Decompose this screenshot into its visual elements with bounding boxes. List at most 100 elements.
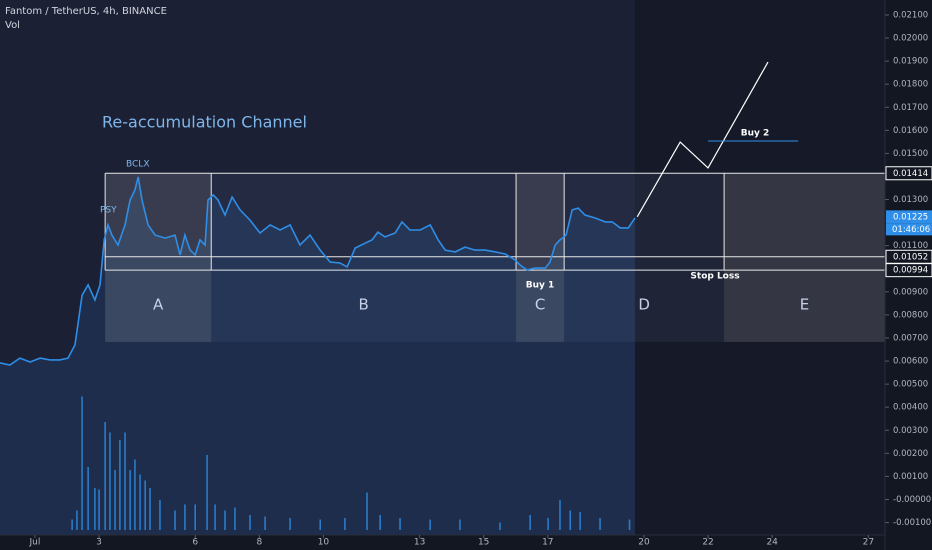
x-tick-label: 17	[542, 538, 553, 548]
volume-bar	[76, 510, 78, 530]
volume-bar	[399, 518, 401, 530]
y-tick-label: 0.01100	[893, 241, 928, 251]
x-tick-label: 15	[478, 538, 489, 548]
volume-bar	[547, 518, 549, 530]
volume-bar	[214, 504, 216, 530]
countdown-bg	[886, 223, 932, 236]
price-tag	[886, 210, 932, 224]
volume-bar	[366, 492, 368, 530]
y-tick-label: 0.00600	[893, 357, 928, 367]
y-tick-label: 0.01700	[893, 103, 928, 113]
price-tag-label: 0.01225	[893, 212, 928, 222]
volume-bar	[319, 519, 322, 530]
volume-bar	[569, 510, 572, 530]
projection-line	[636, 61, 769, 218]
volume-bar	[119, 440, 121, 530]
y-tick-label: 0.02000	[893, 34, 928, 44]
volume-bar	[81, 396, 83, 530]
volume-bar	[87, 467, 89, 530]
y-tick-label: 0.01300	[893, 195, 928, 205]
volume-bar	[174, 510, 176, 530]
price-tag-label: 0.01052	[893, 252, 928, 262]
volume-bar	[249, 515, 251, 530]
volume-bar	[194, 504, 197, 530]
price-tag-label: 0.00994	[893, 266, 928, 276]
volume-bar	[579, 512, 581, 530]
volume-bar	[124, 432, 126, 530]
zone-label: A	[153, 296, 164, 314]
y-tick-label: 0.00700	[893, 333, 928, 343]
y-tick-label: 0.00400	[893, 403, 928, 413]
price-area	[0, 176, 635, 535]
x-tick-label: Jul	[29, 538, 41, 548]
y-tick-label: 0.00500	[893, 380, 928, 390]
volume-bar	[224, 510, 226, 530]
volume-bar	[379, 515, 381, 530]
volume-bar	[98, 489, 100, 530]
zone-label: D	[638, 296, 650, 314]
x-tick-label: 8	[256, 538, 262, 548]
volume-bar	[149, 488, 151, 530]
x-tick-label: 22	[702, 538, 713, 548]
future-region	[634, 0, 885, 535]
volume-bar	[104, 422, 106, 530]
y-tick-label: 0.01900	[893, 57, 928, 67]
volume-bar	[234, 507, 236, 530]
y-tick-label: -0.00100	[893, 518, 931, 528]
annotation: Stop Loss	[690, 272, 739, 282]
y-tick-label: 0.00200	[893, 449, 928, 459]
volume-bar	[459, 519, 461, 530]
y-tick-label: 0.01600	[893, 126, 928, 136]
zone-box	[724, 173, 885, 342]
zone-label: C	[535, 296, 545, 314]
vol-label: Vol	[5, 20, 20, 31]
volume-bar	[289, 518, 291, 530]
volume-bar	[206, 455, 208, 530]
zone-box	[211, 173, 517, 342]
x-tick-label: 20	[638, 538, 650, 548]
annotation: BCLX	[126, 160, 149, 170]
volume-bar	[159, 500, 161, 530]
volume-bar	[109, 432, 111, 530]
y-tick-label: -0.00000	[893, 495, 931, 505]
volume-bar	[144, 480, 147, 530]
volume-bar	[134, 459, 136, 530]
y-tick-label: 0.00800	[893, 310, 928, 320]
price-tag	[885, 263, 932, 278]
volume-bar	[129, 470, 131, 530]
zone-box	[564, 173, 725, 342]
volume-bar	[628, 519, 631, 530]
volume-bar	[114, 470, 116, 530]
volume-bar	[94, 488, 96, 530]
header: Fantom / TetherUS, 4h, BINANCE	[5, 6, 167, 17]
annotation: Buy 2	[741, 129, 770, 139]
x-tick-label: 6	[192, 538, 198, 548]
volume-bar	[184, 504, 186, 530]
zone-label: E	[800, 296, 809, 314]
y-tick-label: 0.00300	[893, 426, 928, 436]
price-tag	[885, 166, 932, 181]
zone-label: B	[358, 296, 368, 314]
x-tick-label: 27	[863, 538, 874, 548]
y-tick-label: 0.00100	[893, 472, 928, 482]
countdown: 01:46:06	[892, 225, 930, 235]
y-tick-label: 0.00900	[893, 287, 928, 297]
volume-bar	[139, 474, 141, 530]
volume-bar	[599, 518, 601, 530]
y-tick-label: 0.01500	[893, 149, 928, 159]
x-tick-label: 24	[766, 538, 778, 548]
x-tick-label: 13	[414, 538, 425, 548]
annotation: PSY	[100, 206, 117, 216]
chart-title: Re-accumulation Channel	[102, 113, 307, 132]
volume-bar	[529, 515, 531, 530]
zone-box	[105, 173, 212, 342]
x-tick-label: 3	[96, 538, 102, 548]
x-tick-label: 10	[318, 538, 330, 548]
annotation: Buy 1	[526, 281, 555, 291]
y-tick-label: 0.01800	[893, 80, 928, 90]
volume-bar	[559, 500, 561, 530]
volume-bar	[429, 519, 431, 530]
volume-bar	[344, 518, 346, 530]
y-tick-label: 0.02100	[893, 10, 928, 20]
